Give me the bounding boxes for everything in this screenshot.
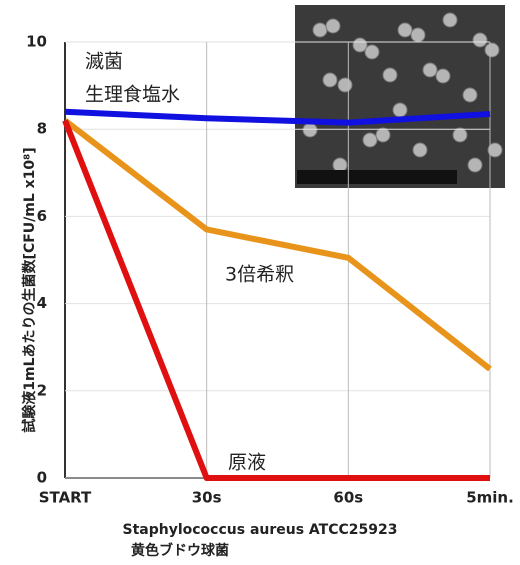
annotation: 原液 bbox=[228, 452, 266, 474]
chart: 試験液1mLあたりの生菌数[CFU/mL x10⁸] Staphylococcu… bbox=[0, 0, 520, 565]
y-axis-label: 試験液1mLあたりの生菌数[CFU/mL x10⁸] bbox=[21, 147, 38, 432]
x-tick-label: 60s bbox=[333, 489, 363, 507]
annotation: 3倍希釈 bbox=[225, 264, 294, 286]
y-tick-label: 4 bbox=[37, 294, 47, 312]
x-tick-label: 30s bbox=[192, 489, 222, 507]
y-tick-label: 8 bbox=[37, 120, 47, 138]
y-tick-label: 0 bbox=[37, 469, 47, 487]
y-tick-label: 10 bbox=[26, 33, 47, 51]
sem-photo bbox=[295, 5, 505, 188]
x-tick-label: START bbox=[39, 489, 92, 507]
x-tick-label: 5min. bbox=[466, 489, 514, 507]
y-tick-label: 6 bbox=[37, 207, 47, 225]
x-axis-label: Staphylococcus aureus ATCC25923 bbox=[123, 522, 398, 538]
x-axis-sublabel: 黄色ブドウ球菌 bbox=[131, 542, 229, 559]
annotation: 生理食塩水 bbox=[85, 84, 180, 106]
annotation: 滅菌 bbox=[85, 51, 123, 73]
y-tick-label: 2 bbox=[37, 381, 47, 399]
